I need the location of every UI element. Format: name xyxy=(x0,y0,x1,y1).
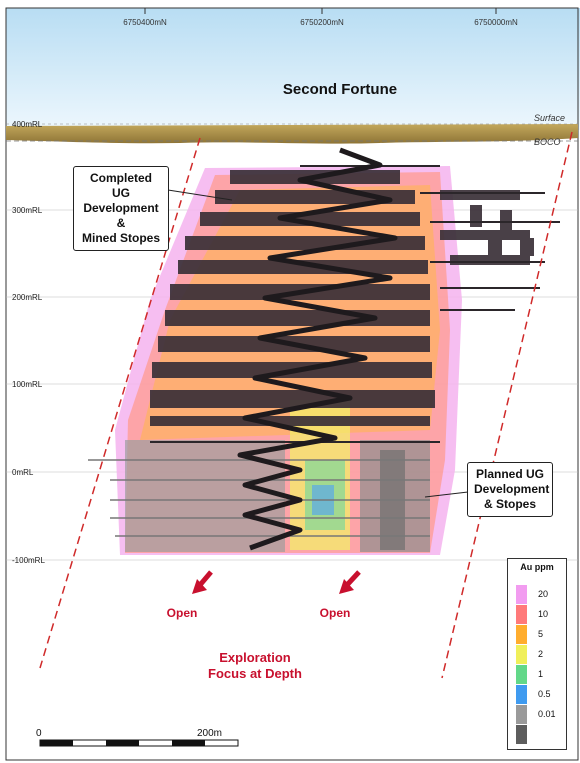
legend-item: 0.5 xyxy=(516,685,564,704)
rl-label: 300mRL xyxy=(12,206,43,215)
legend-item: 10 xyxy=(516,605,564,624)
legend-item: 0.01 xyxy=(516,705,564,724)
rl-label: 0mRL xyxy=(12,468,34,477)
sky-background xyxy=(6,8,580,130)
callout-line: Development & xyxy=(83,201,159,230)
northing-label: 6750000mN xyxy=(474,18,518,27)
northing-label: 6750400mN xyxy=(123,18,167,27)
boco-label: BOCO xyxy=(534,137,561,147)
level-drives xyxy=(150,165,560,443)
legend-swatch xyxy=(516,685,527,704)
legend-item: 5 xyxy=(516,625,564,644)
scale-zero-label: 0 xyxy=(36,728,42,739)
exploration-focus-label: Exploration Focus at Depth xyxy=(195,650,315,682)
legend-swatch xyxy=(516,665,527,684)
rl-label: 200mRL xyxy=(12,293,43,302)
callout-leader xyxy=(167,189,233,201)
open-arrow xyxy=(339,570,361,594)
legend-value: 1 xyxy=(538,669,544,679)
legend-value: 10 xyxy=(538,609,549,619)
legend-item: 1 xyxy=(516,665,564,684)
fault-line xyxy=(441,131,573,679)
callout-line: Mined Stopes xyxy=(81,231,160,245)
planned-stope-grey xyxy=(125,440,285,552)
exploration-line: Focus at Depth xyxy=(208,666,302,681)
fault-line xyxy=(39,137,201,669)
northing-label: 6750200mN xyxy=(300,18,344,27)
planned-ug-callout: Planned UG Development & Stopes xyxy=(467,462,553,517)
legend-value: 0.01 xyxy=(538,709,556,719)
section-title: Second Fortune xyxy=(283,81,397,98)
legend-swatch xyxy=(516,625,527,644)
open-label: Open xyxy=(166,606,198,620)
surface-band xyxy=(6,124,578,144)
open-arrow xyxy=(192,570,213,594)
mined-stopes xyxy=(150,170,534,426)
rl-label: 400mRL xyxy=(12,120,43,129)
scale-bar xyxy=(39,739,239,747)
legend-swatch xyxy=(516,645,527,664)
legend-item: 20 xyxy=(516,585,564,604)
legend-swatch xyxy=(516,705,527,724)
legend-swatch xyxy=(516,605,527,624)
rl-label: 100mRL xyxy=(12,380,43,389)
legend-item: 2 xyxy=(516,645,564,664)
decline-spiral xyxy=(237,147,398,551)
grade-legend: Au ppm 20 10 5 2 1 0.5 0.01 xyxy=(507,558,567,750)
legend-value: 20 xyxy=(538,589,549,599)
legend-title: Au ppm xyxy=(520,562,554,572)
legend-value: 0.5 xyxy=(538,689,551,699)
legend-value: 2 xyxy=(538,649,544,659)
callout-line: Development xyxy=(474,482,550,496)
legend-swatch xyxy=(516,585,527,604)
exploration-line: Exploration xyxy=(219,650,291,665)
callout-line: Planned UG xyxy=(475,467,544,481)
completed-ug-callout: Completed UG Development & Mined Stopes xyxy=(73,166,169,251)
legend-item xyxy=(516,725,564,744)
scale-end-label: 200m xyxy=(197,728,222,739)
open-label: Open xyxy=(319,606,351,620)
callout-line: & Stopes xyxy=(483,497,536,511)
rl-label: -100mRL xyxy=(12,556,45,565)
callout-line: Completed UG xyxy=(89,171,152,200)
legend-swatch xyxy=(516,725,527,744)
surface-label: Surface xyxy=(534,113,565,123)
legend-value: 5 xyxy=(538,629,544,639)
callout-leader xyxy=(424,491,469,498)
